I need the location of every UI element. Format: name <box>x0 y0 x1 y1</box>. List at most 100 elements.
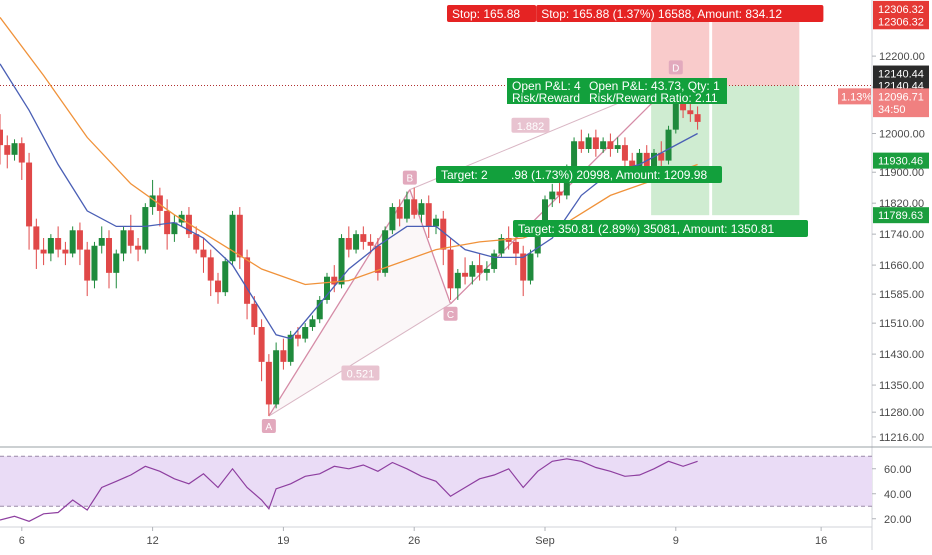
candle-body <box>396 207 403 219</box>
candle-body <box>294 334 301 339</box>
candle-body <box>636 152 643 173</box>
position-1-rr-label: Risk/Reward <box>512 91 580 105</box>
candle <box>469 261 476 285</box>
candle <box>258 319 265 382</box>
candle <box>200 238 207 273</box>
candle <box>440 210 447 266</box>
price-axis-marker-box <box>873 0 929 17</box>
candle-body <box>331 276 338 285</box>
candle-body <box>447 249 454 289</box>
position-1-stop-label-box <box>447 5 537 22</box>
candle <box>62 241 69 266</box>
candle-body <box>651 152 657 169</box>
pattern-line-ac <box>268 303 451 417</box>
candle-body <box>469 265 476 277</box>
price-axis-tick-label: 11585.00 <box>879 289 924 301</box>
candle <box>592 129 599 157</box>
candle-body <box>338 238 345 285</box>
rsi-axis-tick-label: 20.00 <box>884 514 912 526</box>
pattern-point-box-d <box>668 60 683 75</box>
candle-body <box>672 98 679 130</box>
candle-body <box>542 199 548 231</box>
candle-body <box>18 143 25 163</box>
candle-body <box>244 257 251 304</box>
candle-body <box>483 268 490 273</box>
rsi-line <box>0 458 698 522</box>
candle <box>353 230 360 254</box>
candle-body <box>40 249 47 254</box>
candle <box>0 114 3 165</box>
candle <box>483 261 490 281</box>
candle <box>236 207 243 269</box>
candle <box>491 249 498 273</box>
candle-body <box>309 319 316 328</box>
candle-body <box>512 241 519 254</box>
pattern-leg-1 <box>268 189 411 417</box>
candle <box>207 249 214 297</box>
candle <box>40 238 47 266</box>
candle-body <box>374 245 381 273</box>
position-2-stop-label-box <box>536 5 824 22</box>
candle-body <box>11 143 18 155</box>
position-2-rr-label: Risk/Reward Ratio: 2.11 <box>589 91 718 105</box>
candle-body <box>476 265 483 273</box>
candle-body <box>607 141 614 149</box>
candle-body <box>113 253 120 273</box>
candle <box>127 214 134 254</box>
candle-body <box>76 230 83 250</box>
candle <box>512 234 519 266</box>
candle-body <box>571 141 578 169</box>
candle-body <box>658 152 665 161</box>
candle <box>69 226 76 258</box>
candle-body <box>127 230 134 246</box>
candle-body <box>193 234 200 250</box>
candle <box>433 214 439 235</box>
candle-body <box>440 218 447 250</box>
candle-body <box>360 234 367 242</box>
candle <box>113 249 120 289</box>
pattern-ratio-label-1: 0.521 <box>347 368 375 380</box>
moving-average-line-1 <box>0 63 698 340</box>
price-axis-marker-box <box>873 88 929 105</box>
candle <box>665 125 672 165</box>
price-axis-tick-label: 12200.00 <box>879 51 925 63</box>
candle-body <box>200 249 207 258</box>
price-axis-tick-label: 11350.00 <box>879 380 924 392</box>
candle <box>476 253 483 281</box>
time-axis-tick-label: 6 <box>19 535 25 547</box>
candle-body <box>534 230 541 254</box>
candle-body <box>156 195 163 211</box>
candle <box>265 354 272 417</box>
candle-body <box>403 199 410 219</box>
candle-body <box>324 276 330 300</box>
candle-body <box>367 241 374 246</box>
position-1-pnl-label: Open P&L: 4 <box>512 79 581 93</box>
position-stop-zone-1 <box>651 15 710 86</box>
candle-body <box>120 230 127 254</box>
position-1-pnl-box <box>507 78 587 104</box>
moving-average-line-2 <box>0 17 698 286</box>
candle-body <box>680 98 687 111</box>
candle-body <box>585 137 592 149</box>
candle <box>389 203 396 235</box>
candle-body <box>425 203 432 227</box>
candle-body <box>135 245 142 250</box>
candle-body <box>498 238 505 254</box>
candle <box>135 238 142 262</box>
candle <box>578 129 585 153</box>
candle-body <box>149 195 156 208</box>
candle-body <box>47 238 54 254</box>
price-axis-tick-label: 12000.00 <box>879 129 925 141</box>
price-axis-marker-label: 11930.46 <box>878 156 923 168</box>
candle <box>149 179 156 215</box>
candle <box>411 187 418 219</box>
candle-body <box>26 162 33 227</box>
candle <box>106 230 112 289</box>
candle <box>193 226 200 254</box>
candle-body <box>171 222 178 235</box>
candle <box>687 102 694 122</box>
candle <box>229 210 236 266</box>
candle <box>694 106 701 130</box>
